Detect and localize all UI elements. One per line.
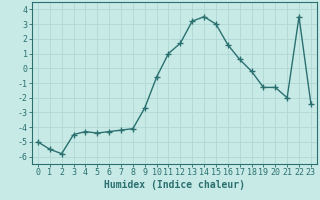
X-axis label: Humidex (Indice chaleur): Humidex (Indice chaleur) (104, 180, 245, 190)
